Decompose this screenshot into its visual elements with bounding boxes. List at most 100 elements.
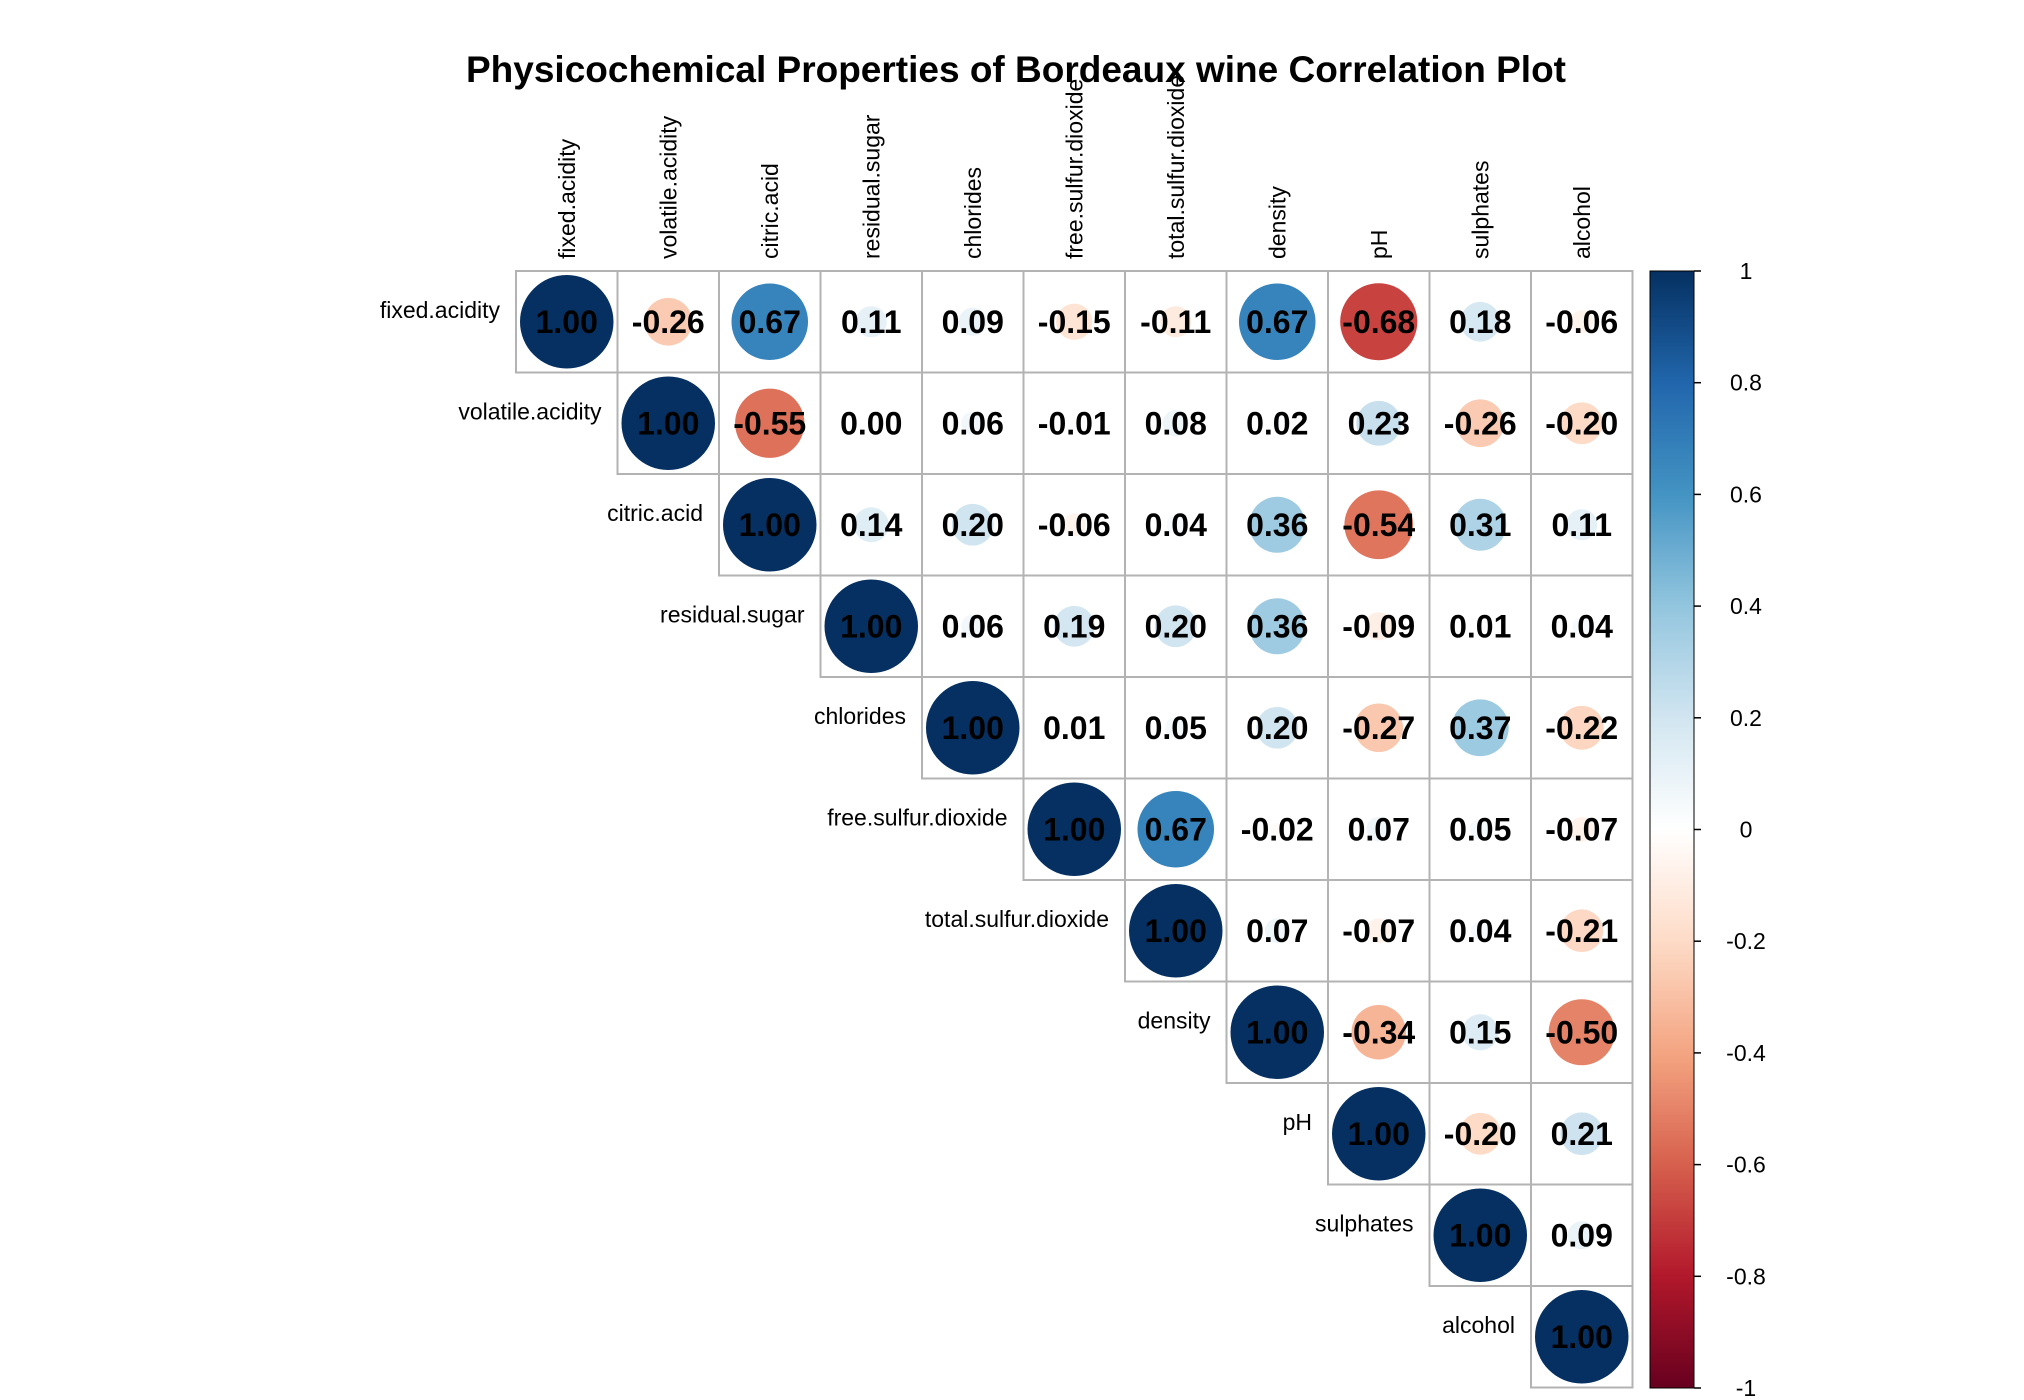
corr-circle-citric-acid-ph: [1344, 490, 1414, 560]
row-label-volatile-acidity: volatile.acidity: [458, 398, 602, 424]
corr-circle-citric-acid-total-sulfur-dioxide: [1166, 515, 1186, 535]
col-label-density: density: [1264, 186, 1290, 259]
corr-circle-fixed-acidity-volatile-acidity: [644, 297, 693, 346]
corr-circle-fixed-acidity-fixed-acidity: [520, 275, 614, 369]
corr-value-citric-acid-ph: -0.54: [1342, 507, 1415, 543]
colorbar-tick-label: 1: [1740, 258, 1753, 284]
row-label-sulphates: sulphates: [1315, 1210, 1413, 1236]
corr-circle-volatile-acidity-alcohol: [1560, 402, 1603, 445]
corr-circle-volatile-acidity-chlorides: [961, 411, 985, 435]
row-label-ph: pH: [1283, 1109, 1312, 1135]
row-label-citric-acid: citric.acid: [607, 500, 703, 526]
col-label-residual-sugar: residual.sugar: [858, 114, 884, 259]
cell-residual-sugar-total-sulfur-dioxide: [1124, 574, 1228, 678]
corr-value-free-sulfur-dioxide-free-sulfur-dioxide: 1.00: [1043, 811, 1105, 847]
col-label-free-sulfur-dioxide: free.sulfur.dioxide: [1061, 79, 1087, 259]
corr-value-volatile-acidity-volatile-acidity: 1.00: [637, 405, 699, 441]
cell-total-sulfur-dioxide-sulphates: [1428, 879, 1532, 983]
corr-circle-ph-ph: [1332, 1087, 1426, 1181]
corr-circle-total-sulfur-dioxide-sulphates: [1470, 921, 1490, 941]
row-label-total-sulfur-dioxide: total.sulfur.dioxide: [925, 906, 1109, 932]
col-label-chlorides: chlorides: [960, 167, 986, 259]
corr-value-residual-sugar-alcohol: 0.04: [1551, 608, 1613, 644]
corr-value-chlorides-sulphates: 0.37: [1449, 710, 1511, 746]
corr-value-free-sulfur-dioxide-ph: 0.07: [1348, 811, 1410, 847]
corr-value-volatile-acidity-free-sulfur-dioxide: -0.01: [1038, 405, 1111, 441]
corr-circle-fixed-acidity-free-sulfur-dioxide: [1056, 303, 1093, 340]
corr-circle-chlorides-total-sulfur-dioxide: [1165, 717, 1187, 739]
cell-density-alcohol: [1530, 980, 1634, 1084]
corr-circle-volatile-acidity-sulphates: [1456, 399, 1505, 448]
corr-value-total-sulfur-dioxide-ph: -0.07: [1342, 913, 1415, 949]
corr-circle-volatile-acidity-citric-acid: [735, 388, 805, 458]
chart-title: Physicochemical Properties of Bordeaux w…: [466, 49, 1566, 90]
corr-circle-density-alcohol: [1548, 999, 1615, 1066]
corr-circle-fixed-acidity-chlorides: [958, 307, 987, 336]
corr-circle-citric-acid-sulphates: [1454, 498, 1507, 551]
row-label-alcohol: alcohol: [1442, 1312, 1515, 1338]
corr-circle-residual-sugar-residual-sugar: [824, 579, 918, 673]
correlation-grid: 1.00 -0.26 0.67 0.11 0.09 -0.15 -0.11 0.67 -0.68…: [380, 75, 1634, 1389]
corr-circle-fixed-acidity-alcohol: [1570, 310, 1594, 334]
corr-value-density-density: 1.00: [1246, 1014, 1308, 1050]
corr-circle-free-sulfur-dioxide-free-sulfur-dioxide: [1027, 782, 1121, 876]
corr-circle-free-sulfur-dioxide-total-sulfur-dioxide: [1137, 790, 1215, 868]
corr-value-volatile-acidity-sulphates: -0.26: [1444, 405, 1517, 441]
corr-value-residual-sugar-residual-sugar: 1.00: [840, 608, 902, 644]
corr-circle-total-sulfur-dioxide-ph: [1366, 918, 1392, 944]
corr-value-volatile-acidity-ph: 0.23: [1348, 405, 1410, 441]
corr-value-residual-sugar-free-sulfur-dioxide: 0.19: [1043, 608, 1105, 644]
corr-circle-density-sulphates: [1462, 1014, 1499, 1051]
corr-value-volatile-acidity-total-sulfur-dioxide: 0.08: [1145, 405, 1207, 441]
colorbar-tick-label: 0.6: [1730, 481, 1762, 507]
corr-circle-fixed-acidity-ph: [1340, 283, 1418, 361]
corr-value-citric-acid-total-sulfur-dioxide: 0.04: [1145, 507, 1207, 543]
corr-value-citric-acid-citric-acid: 1.00: [739, 507, 801, 543]
corr-circle-ph-sulphates: [1459, 1112, 1502, 1155]
colorbar-tick-label: -1: [1736, 1375, 1756, 1400]
corr-value-residual-sugar-chlorides: 0.06: [942, 608, 1004, 644]
corr-circle-volatile-acidity-free-sulfur-dioxide: [1069, 418, 1079, 428]
cell-volatile-acidity-residual-sugar: [819, 371, 923, 475]
corr-value-fixed-acidity-citric-acid: 0.67: [739, 304, 801, 340]
corr-circle-volatile-acidity-ph: [1356, 400, 1402, 446]
corr-value-total-sulfur-dioxide-density: 0.07: [1246, 913, 1308, 949]
corr-value-density-ph: -0.34: [1342, 1014, 1415, 1050]
corr-circle-residual-sugar-total-sulfur-dioxide: [1154, 605, 1197, 648]
colorbar: 1 0.8 0.6 0.4 0.2 0 -0.2 -0.4 -0.6 -0.8 -1: [1649, 258, 1766, 1400]
corr-circle-volatile-acidity-volatile-acidity: [621, 376, 715, 470]
corr-value-volatile-acidity-chlorides: 0.06: [942, 405, 1004, 441]
corr-circle-ph-alcohol: [1560, 1112, 1604, 1156]
corr-circle-citric-acid-residual-sugar: [853, 507, 889, 543]
cell-volatile-acidity-ph: [1327, 371, 1431, 475]
corr-value-chlorides-chlorides: 1.00: [942, 710, 1004, 746]
corr-value-fixed-acidity-free-sulfur-dioxide: -0.15: [1038, 304, 1111, 340]
corr-value-free-sulfur-dioxide-sulphates: 0.05: [1449, 811, 1511, 847]
col-label-sulphates: sulphates: [1467, 161, 1493, 259]
col-label-ph: pH: [1366, 230, 1392, 259]
corr-circle-density-density: [1230, 985, 1324, 1079]
corr-circle-residual-sugar-chlorides: [961, 614, 985, 638]
colorbar-tick-label: -0.8: [1726, 1263, 1766, 1289]
corr-circle-chlorides-ph: [1354, 703, 1404, 753]
corr-value-citric-acid-alcohol: 0.11: [1551, 507, 1612, 543]
corr-value-ph-alcohol: 0.21: [1551, 1116, 1613, 1152]
corr-value-volatile-acidity-citric-acid: -0.55: [733, 405, 806, 441]
corr-circle-citric-acid-chlorides: [951, 503, 994, 546]
corr-circle-sulphates-sulphates: [1433, 1188, 1527, 1282]
corr-value-total-sulfur-dioxide-total-sulfur-dioxide: 1.00: [1145, 913, 1207, 949]
col-label-total-sulfur-dioxide: total.sulfur.dioxide: [1163, 75, 1189, 259]
corr-circle-free-sulfur-dioxide-ph: [1366, 816, 1392, 842]
colorbar-tick-label: 0.2: [1730, 705, 1762, 731]
corr-circle-fixed-acidity-citric-acid: [731, 283, 809, 361]
corr-value-density-alcohol: -0.50: [1545, 1014, 1618, 1050]
corr-value-fixed-acidity-total-sulfur-dioxide: -0.11: [1140, 304, 1211, 340]
col-label-citric-acid: citric.acid: [757, 163, 783, 259]
corr-value-sulphates-alcohol: 0.09: [1551, 1217, 1613, 1253]
colorbar-tick-label: 0: [1740, 817, 1753, 843]
corr-circle-fixed-acidity-residual-sugar: [855, 306, 887, 338]
corr-value-ph-ph: 1.00: [1348, 1116, 1410, 1152]
corr-value-chlorides-total-sulfur-dioxide: 0.05: [1145, 710, 1207, 746]
corr-circle-citric-acid-alcohol: [1566, 509, 1598, 541]
